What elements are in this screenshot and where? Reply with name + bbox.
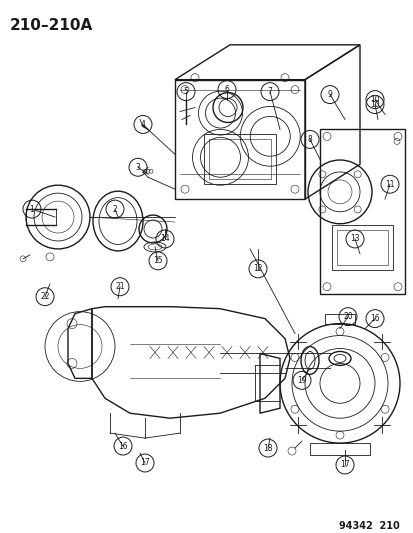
Text: 21: 21 xyxy=(115,282,124,291)
Text: 7: 7 xyxy=(267,87,272,96)
Bar xyxy=(203,134,276,184)
Text: 9: 9 xyxy=(327,90,332,99)
Text: 10: 10 xyxy=(369,95,379,104)
Text: 17: 17 xyxy=(140,458,150,467)
Text: 16: 16 xyxy=(369,314,379,323)
Text: 3: 3 xyxy=(135,163,140,172)
Text: 22: 22 xyxy=(40,292,50,301)
Text: 11: 11 xyxy=(385,180,394,189)
Text: 6: 6 xyxy=(224,85,229,94)
Text: 1: 1 xyxy=(30,205,34,214)
Text: 19: 19 xyxy=(297,376,306,385)
Text: 2: 2 xyxy=(112,205,117,214)
Text: 10: 10 xyxy=(369,100,379,109)
Text: 12: 12 xyxy=(253,264,262,273)
Text: 13: 13 xyxy=(349,235,359,244)
Text: 8: 8 xyxy=(307,135,312,144)
Text: 94342  210: 94342 210 xyxy=(338,521,399,531)
Bar xyxy=(208,140,271,179)
Text: 14: 14 xyxy=(160,235,169,244)
Text: 4: 4 xyxy=(140,120,145,129)
Bar xyxy=(331,225,392,270)
Text: 5: 5 xyxy=(183,87,188,96)
Text: 17: 17 xyxy=(339,461,349,470)
Text: 20: 20 xyxy=(342,312,352,321)
Bar xyxy=(336,230,387,264)
Text: 16: 16 xyxy=(118,441,128,450)
Text: 18: 18 xyxy=(263,443,272,453)
Text: 15: 15 xyxy=(153,256,162,265)
Text: 210–210A: 210–210A xyxy=(10,18,93,33)
